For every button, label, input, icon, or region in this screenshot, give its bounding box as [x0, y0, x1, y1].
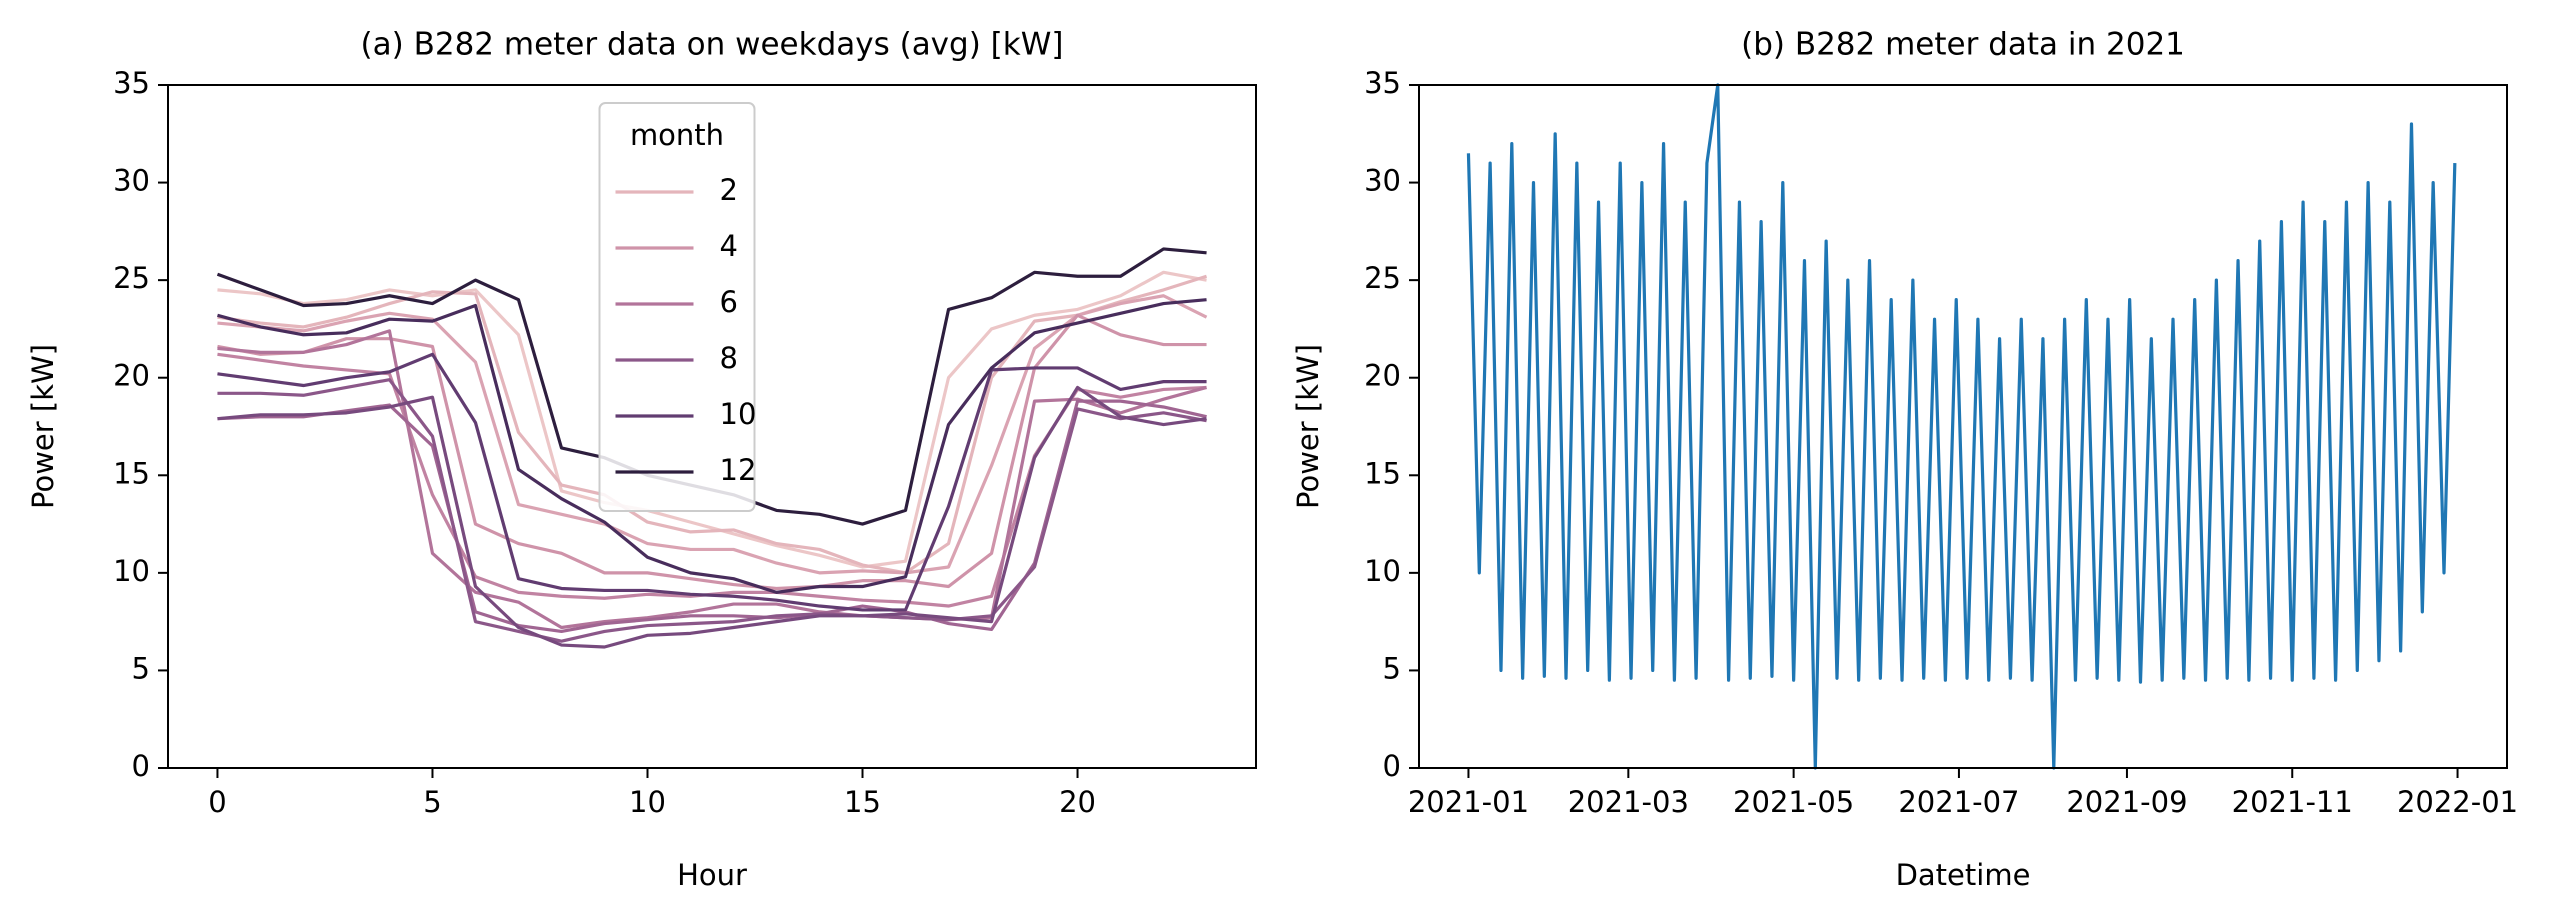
y-tick-label: 35: [113, 66, 150, 100]
x-tick-label: 2022-01: [2397, 785, 2518, 819]
data-line: [217, 329, 1207, 630]
y-tick-label: 25: [113, 261, 150, 295]
data-line: [1466, 83, 2457, 770]
data-line: [217, 378, 1207, 643]
legend-label: 12: [720, 453, 757, 487]
y-axis-label: Power [kW]: [26, 344, 60, 509]
x-tick-label: 15: [844, 785, 881, 819]
legend-label: 4: [720, 229, 738, 263]
legend-title: month: [630, 118, 724, 152]
legend-label: 8: [720, 341, 738, 375]
y-tick-label: 35: [1364, 66, 1401, 100]
data-line: [217, 294, 1208, 575]
data-line: [217, 270, 1207, 569]
y-tick-label: 10: [1364, 554, 1401, 588]
x-axis-label: Hour: [677, 858, 747, 892]
x-tick-label: 5: [423, 785, 441, 819]
x-tick-label: 20: [1059, 785, 1096, 819]
y-tick-label: 30: [1364, 164, 1401, 198]
chart-title: (a) B282 meter data on weekdays (avg) [k…: [361, 27, 1064, 63]
x-tick-label: 2021-05: [1733, 785, 1854, 819]
x-tick-label: 2021-07: [1898, 785, 2019, 819]
y-tick-label: 10: [113, 554, 150, 588]
y-tick-label: 5: [132, 651, 150, 685]
y-tick-label: 15: [113, 456, 150, 490]
axes-frame: [1418, 84, 2508, 769]
y-tick-label: 25: [1364, 261, 1401, 295]
data-line: [217, 352, 1207, 612]
x-tick-label: 0: [208, 785, 226, 819]
y-tick-label: 0: [1383, 749, 1401, 783]
y-tick-label: 30: [113, 164, 150, 198]
data-line: [217, 274, 1208, 575]
y-tick-label: 20: [113, 359, 150, 393]
data-line: [217, 313, 1207, 591]
legend-label: 10: [720, 397, 757, 431]
y-tick-label: 5: [1383, 651, 1401, 685]
legend-box: [598, 102, 756, 512]
axes-frame: [167, 84, 1257, 769]
y-tick-label: 15: [1364, 456, 1401, 490]
data-line: [217, 298, 1207, 594]
x-tick-label: 2021-01: [1408, 785, 1529, 819]
y-tick-label: 0: [132, 749, 150, 783]
x-tick-label: 2021-11: [2232, 785, 2353, 819]
legend-label: 6: [720, 285, 738, 319]
x-tick-label: 10: [629, 785, 666, 819]
x-tick-label: 2021-09: [2066, 785, 2187, 819]
y-tick-label: 20: [1364, 359, 1401, 393]
x-tick-label: 2021-03: [1568, 785, 1689, 819]
legend-label: 2: [720, 173, 738, 207]
chart-title: (b) B282 meter data in 2021: [1741, 27, 2185, 63]
y-axis-label: Power [kW]: [1291, 344, 1325, 509]
data-line: [217, 385, 1207, 649]
x-axis-label: Datetime: [1896, 858, 2031, 892]
